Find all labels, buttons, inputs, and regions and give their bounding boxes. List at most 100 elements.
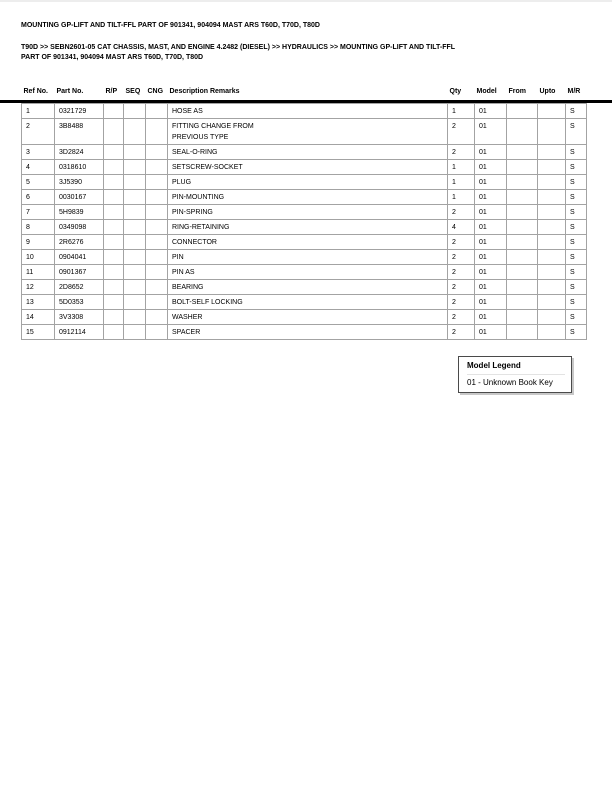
cell-seq [123,308,146,325]
cell-description: WASHER [167,308,448,325]
table-row: 4 0318610 SETSCREW-SOCKET 1 01 S [21,158,587,175]
cell-description: FITTING CHANGE FROM PREVIOUS TYPE [167,117,448,145]
cell-seq [123,102,146,119]
cell-rp [103,293,124,310]
cell-qty: 2 [447,233,475,250]
header-divider-rule [0,100,612,103]
cell-ref-no: 3 [21,143,55,160]
cell-description: PLUG [167,173,448,190]
cell-seq [123,158,146,175]
cell-description: PIN-MOUNTING [167,188,448,205]
cell-upto [537,278,566,295]
cell-seq [123,143,146,160]
cell-part-no: 0912114 [54,323,104,340]
cell-rp [103,218,124,235]
page-top-edge [0,0,612,2]
cell-mr: S [565,323,587,340]
cell-description: SEAL-O-RING [167,143,448,160]
cell-part-no: 0321729 [54,102,104,119]
cell-mr: S [565,173,587,190]
cell-rp [103,308,124,325]
cell-description: SETSCREW-SOCKET [167,158,448,175]
cell-seq [123,218,146,235]
model-legend-title: Model Legend [467,361,565,375]
cell-from [506,218,538,235]
cell-part-no: 0349098 [54,218,104,235]
cell-seq [123,323,146,340]
table-row: 1 0321729 HOSE AS 1 01 S [21,102,587,119]
cell-ref-no: 13 [21,293,55,310]
cell-upto [537,263,566,280]
cell-from [506,158,538,175]
cell-cng [145,323,168,340]
cell-ref-no: 2 [21,117,55,145]
cell-model: 01 [474,278,507,295]
cell-model: 01 [474,248,507,265]
table-row: 13 5D0353 BOLT-SELF LOCKING 2 01 S [21,293,587,310]
table-row: 6 0030167 PIN-MOUNTING 1 01 S [21,188,587,205]
table-row: 15 0912114 SPACER 2 01 S [21,323,587,340]
cell-cng [145,263,168,280]
cell-seq [123,293,146,310]
model-legend-entry: 01 - Unknown Book Key [467,378,553,387]
cell-qty: 2 [447,117,475,145]
breadcrumb: T90D >> SEBN2601-05 CAT CHASSIS, MAST, A… [21,44,456,61]
cell-rp [103,143,124,160]
cell-upto [537,308,566,325]
cell-cng [145,293,168,310]
cell-from [506,188,538,205]
cell-qty: 2 [447,323,475,340]
cell-upto [537,188,566,205]
cell-qty: 2 [447,203,475,220]
cell-mr: S [565,233,587,250]
cell-seq [123,278,146,295]
cell-cng [145,158,168,175]
cell-upto [537,203,566,220]
cell-qty: 2 [447,143,475,160]
cell-part-no: 2D8652 [54,278,104,295]
cell-cng [145,308,168,325]
table-row: 5 3J5390 PLUG 1 01 S [21,173,587,190]
cell-ref-no: 5 [21,173,55,190]
cell-model: 01 [474,293,507,310]
cell-part-no: 2R6276 [54,233,104,250]
cell-description: PIN AS [167,263,448,280]
cell-ref-no: 4 [21,158,55,175]
table-row: 14 3V3308 WASHER 2 01 S [21,308,587,325]
cell-seq [123,173,146,190]
cell-part-no: 3B8488 [54,117,104,145]
cell-mr: S [565,102,587,119]
cell-cng [145,173,168,190]
cell-mr: S [565,293,587,310]
cell-cng [145,233,168,250]
col-header-mr: M/R [567,88,581,95]
cell-rp [103,173,124,190]
cell-ref-no: 11 [21,263,55,280]
cell-part-no: 5D0353 [54,293,104,310]
table-header-row: Ref No. Part No. R/P SEQ CNG Description… [22,85,587,103]
col-header-model: Model [476,88,497,95]
col-header-seq: SEQ [125,88,141,95]
cell-upto [537,158,566,175]
cell-description: CONNECTOR [167,233,448,250]
cell-seq [123,188,146,205]
cell-upto [537,143,566,160]
parts-table-body: 1 0321729 HOSE AS 1 01 S 2 3B8488 FITTIN… [21,102,587,340]
cell-cng [145,188,168,205]
cell-rp [103,263,124,280]
cell-model: 01 [474,188,507,205]
cell-description: PIN-SPRING [167,203,448,220]
cell-rp [103,203,124,220]
cell-description: SPACER [167,323,448,340]
cell-part-no: 0904041 [54,248,104,265]
cell-mr: S [565,248,587,265]
cell-qty: 1 [447,173,475,190]
cell-description: RING-RETAINING [167,218,448,235]
cell-rp [103,233,124,250]
cell-qty: 1 [447,188,475,205]
cell-rp [103,278,124,295]
cell-rp [103,102,124,119]
cell-cng [145,102,168,119]
cell-model: 01 [474,158,507,175]
